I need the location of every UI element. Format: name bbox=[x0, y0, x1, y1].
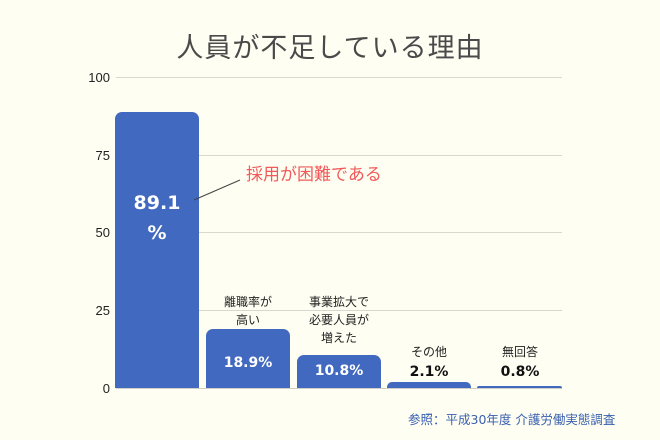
y-tick-75: 75 bbox=[95, 148, 110, 163]
bar-other bbox=[387, 382, 471, 388]
category-label: 事業拡大で bbox=[308, 295, 369, 309]
source-citation: 参照：平成30年度 介護労働実態調査 bbox=[408, 412, 616, 427]
chart-title: 人員が不足している理由 bbox=[176, 33, 484, 64]
bar-value-label: 89.1 bbox=[133, 192, 181, 214]
bar-no-answer bbox=[477, 386, 562, 388]
y-tick-0: 0 bbox=[102, 381, 110, 396]
y-tick-25: 25 bbox=[95, 303, 110, 318]
x-axis-line bbox=[116, 388, 562, 389]
category-label: 離職率が bbox=[223, 295, 272, 309]
bar-value-label: 10.8% bbox=[314, 363, 364, 379]
bar-business-expansion bbox=[297, 355, 381, 388]
y-tick-50: 50 bbox=[95, 225, 110, 240]
y-tick-100: 100 bbox=[88, 70, 110, 85]
bar-high-turnover bbox=[206, 329, 290, 388]
category-label: その他 bbox=[410, 345, 447, 359]
category-label: 必要人員が bbox=[308, 313, 369, 327]
bar-value-unit: % bbox=[147, 222, 167, 244]
bar-value-label: 18.9% bbox=[223, 355, 273, 371]
bar-recruitment-difficult bbox=[115, 112, 199, 388]
annotation-label: 採用が困難である bbox=[246, 165, 382, 185]
gridline-100 bbox=[116, 77, 562, 78]
bar-value-label: 2.1% bbox=[409, 364, 449, 380]
category-label: 高い bbox=[235, 313, 260, 327]
gridline-25 bbox=[116, 310, 562, 311]
category-label: 増えた bbox=[320, 331, 357, 345]
bar-value-label: 0.8% bbox=[500, 364, 540, 380]
category-label: 無回答 bbox=[501, 345, 538, 359]
gridline-75 bbox=[116, 155, 562, 156]
gridline-50 bbox=[116, 232, 562, 233]
